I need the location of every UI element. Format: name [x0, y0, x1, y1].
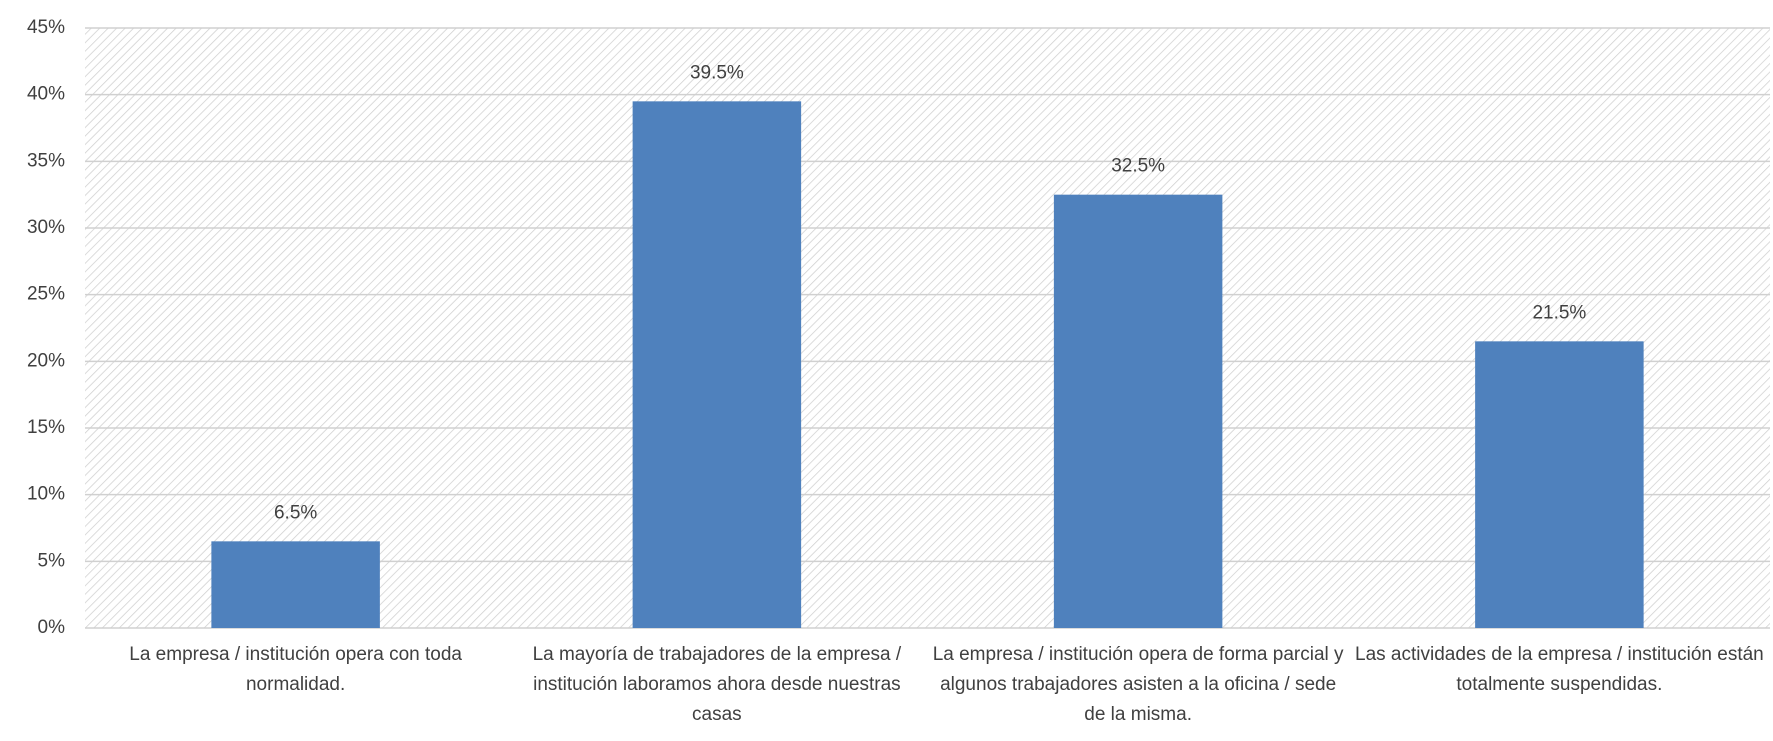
- x-tick-label: La mayoría de trabajadores de la empresa…: [532, 644, 902, 725]
- data-label: 32.5%: [1111, 156, 1165, 177]
- y-tick-label: 35%: [27, 150, 65, 171]
- y-tick-label: 45%: [27, 17, 65, 38]
- x-tick-label: Las actividades de la empresa / instituc…: [1355, 644, 1764, 695]
- x-tick-label: La empresa / institución opera con toda …: [129, 644, 462, 695]
- data-label: 39.5%: [690, 62, 744, 83]
- y-tick-label: 5%: [38, 550, 66, 571]
- bar: [1053, 194, 1223, 628]
- x-tick-label: La empresa / institución opera de forma …: [932, 644, 1344, 725]
- y-tick-label: 20%: [27, 350, 65, 371]
- bar: [211, 541, 380, 628]
- data-label: 6.5%: [274, 502, 317, 523]
- y-tick-label: 15%: [27, 417, 65, 438]
- bar: [632, 101, 802, 629]
- y-tick-label: 30%: [27, 217, 65, 238]
- y-tick-label: 0%: [38, 617, 66, 638]
- y-tick-label: 40%: [27, 84, 65, 105]
- y-tick-label: 10%: [27, 484, 65, 505]
- y-tick-label: 25%: [27, 284, 65, 305]
- data-label: 21.5%: [1532, 302, 1586, 323]
- bar: [1475, 341, 1644, 628]
